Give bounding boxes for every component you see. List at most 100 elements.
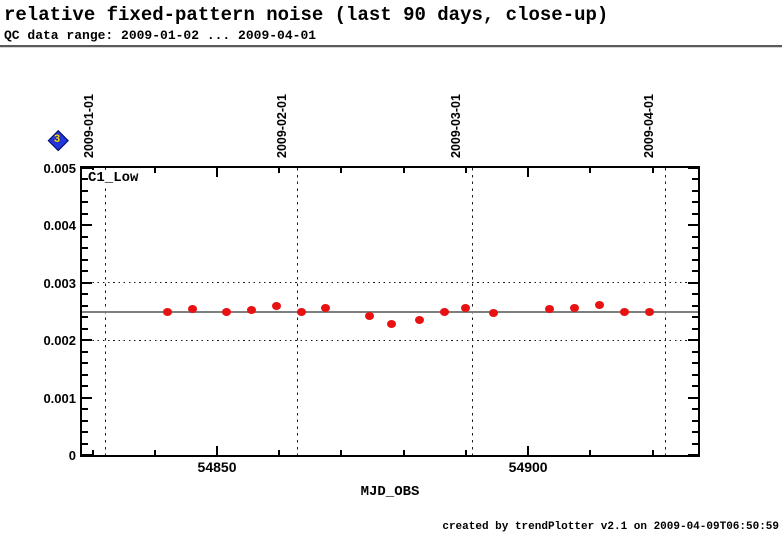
- y-tick: [82, 258, 88, 261]
- y-tick: [692, 419, 698, 422]
- series-label: C1_Low: [88, 170, 142, 187]
- data-point: [221, 307, 231, 316]
- y-tick: [82, 270, 88, 273]
- x-tick: [589, 450, 592, 455]
- y-tick: [82, 419, 88, 422]
- y-tick: [692, 316, 698, 319]
- data-point: [644, 308, 654, 317]
- y-tick: [692, 304, 698, 307]
- top-axis-date-label: 2009-01-01: [82, 94, 97, 158]
- history-count-label: 3: [53, 133, 61, 145]
- y-tick-label: 0.004: [43, 218, 76, 234]
- y-tick: [82, 201, 88, 204]
- y-tick: [688, 281, 698, 284]
- y-tick: [82, 431, 88, 434]
- y-tick-label: 0.001: [43, 390, 76, 406]
- y-tick: [688, 454, 698, 456]
- x-tick: [91, 450, 94, 455]
- x-tick: [402, 450, 405, 455]
- x-tick-label: 54900: [508, 459, 548, 475]
- data-point: [321, 304, 331, 313]
- y-tick: [82, 167, 92, 169]
- x-tick: [340, 168, 343, 173]
- y-tick: [82, 408, 88, 411]
- y-tick: [692, 373, 698, 376]
- data-point: [414, 316, 424, 325]
- top-axis-date-label: 2009-04-01: [642, 94, 657, 158]
- x-tick: [589, 168, 592, 173]
- y-tick: [82, 316, 88, 319]
- data-point: [271, 301, 281, 310]
- y-tick: [82, 224, 92, 227]
- y-tick: [692, 247, 698, 250]
- data-point: [570, 304, 580, 313]
- x-tick: [153, 450, 156, 455]
- y-tick: [692, 385, 698, 388]
- y-tick: [692, 293, 698, 296]
- data-point: [187, 304, 197, 313]
- data-point: [439, 308, 449, 317]
- y-tick: [82, 293, 88, 296]
- plot-frame: C1_Low: [80, 166, 700, 457]
- data-point: [545, 305, 555, 314]
- x-tick: [651, 168, 654, 173]
- x-tick: [464, 450, 467, 455]
- y-tick: [692, 178, 698, 181]
- y-tick: [82, 327, 88, 330]
- x-axis-title: MJD_OBS: [360, 484, 420, 500]
- y-tick: [82, 362, 88, 365]
- x-tick: [216, 446, 219, 455]
- data-point: [364, 311, 374, 320]
- header-divider: [0, 45, 782, 48]
- data-point: [461, 304, 471, 313]
- x-tick: [527, 168, 530, 177]
- y-tick: [692, 189, 698, 192]
- x-tick: [651, 450, 654, 455]
- y-tick-label: 0.005: [43, 161, 76, 176]
- top-axis-date-label: 2009-03-01: [449, 94, 464, 158]
- y-tick: [692, 212, 698, 215]
- y-tick: [692, 431, 698, 434]
- y-tick: [688, 339, 698, 342]
- data-point: [489, 308, 499, 317]
- x-tick: [216, 168, 219, 177]
- y-tick: [82, 442, 88, 445]
- threshold-line: [82, 282, 698, 284]
- y-tick: [692, 235, 698, 238]
- data-point: [296, 307, 306, 316]
- y-tick: [82, 247, 88, 250]
- y-tick-label: 0.002: [43, 333, 76, 349]
- data-point: [620, 307, 630, 316]
- y-tick: [688, 396, 698, 399]
- y-tick: [688, 167, 698, 169]
- y-tick: [688, 224, 698, 227]
- y-tick: [692, 201, 698, 204]
- y-tick: [692, 362, 698, 365]
- threshold-line: [82, 339, 698, 341]
- data-point: [162, 307, 172, 316]
- y-tick: [82, 304, 88, 307]
- y-tick: [692, 408, 698, 411]
- y-tick: [82, 235, 88, 238]
- y-tick-label: 0: [68, 448, 76, 463]
- y-tick: [82, 373, 88, 376]
- history-diamond-icon[interactable]: 3: [47, 129, 69, 151]
- page-title: relative fixed-pattern noise (last 90 da…: [4, 4, 609, 26]
- y-tick: [82, 454, 92, 456]
- x-tick-label: 54850: [197, 459, 237, 475]
- x-tick: [402, 168, 405, 173]
- top-axis-date-label: 2009-02-01: [274, 94, 289, 158]
- x-tick: [153, 168, 156, 173]
- x-tick: [340, 450, 343, 455]
- data-point: [246, 305, 256, 314]
- y-tick: [692, 327, 698, 330]
- y-tick: [82, 189, 88, 192]
- y-tick: [82, 339, 92, 342]
- y-tick: [692, 270, 698, 273]
- data-point: [386, 320, 396, 329]
- y-tick-label: 0.003: [43, 275, 76, 291]
- x-tick: [278, 450, 281, 455]
- x-tick: [527, 446, 530, 455]
- x-tick: [464, 168, 467, 173]
